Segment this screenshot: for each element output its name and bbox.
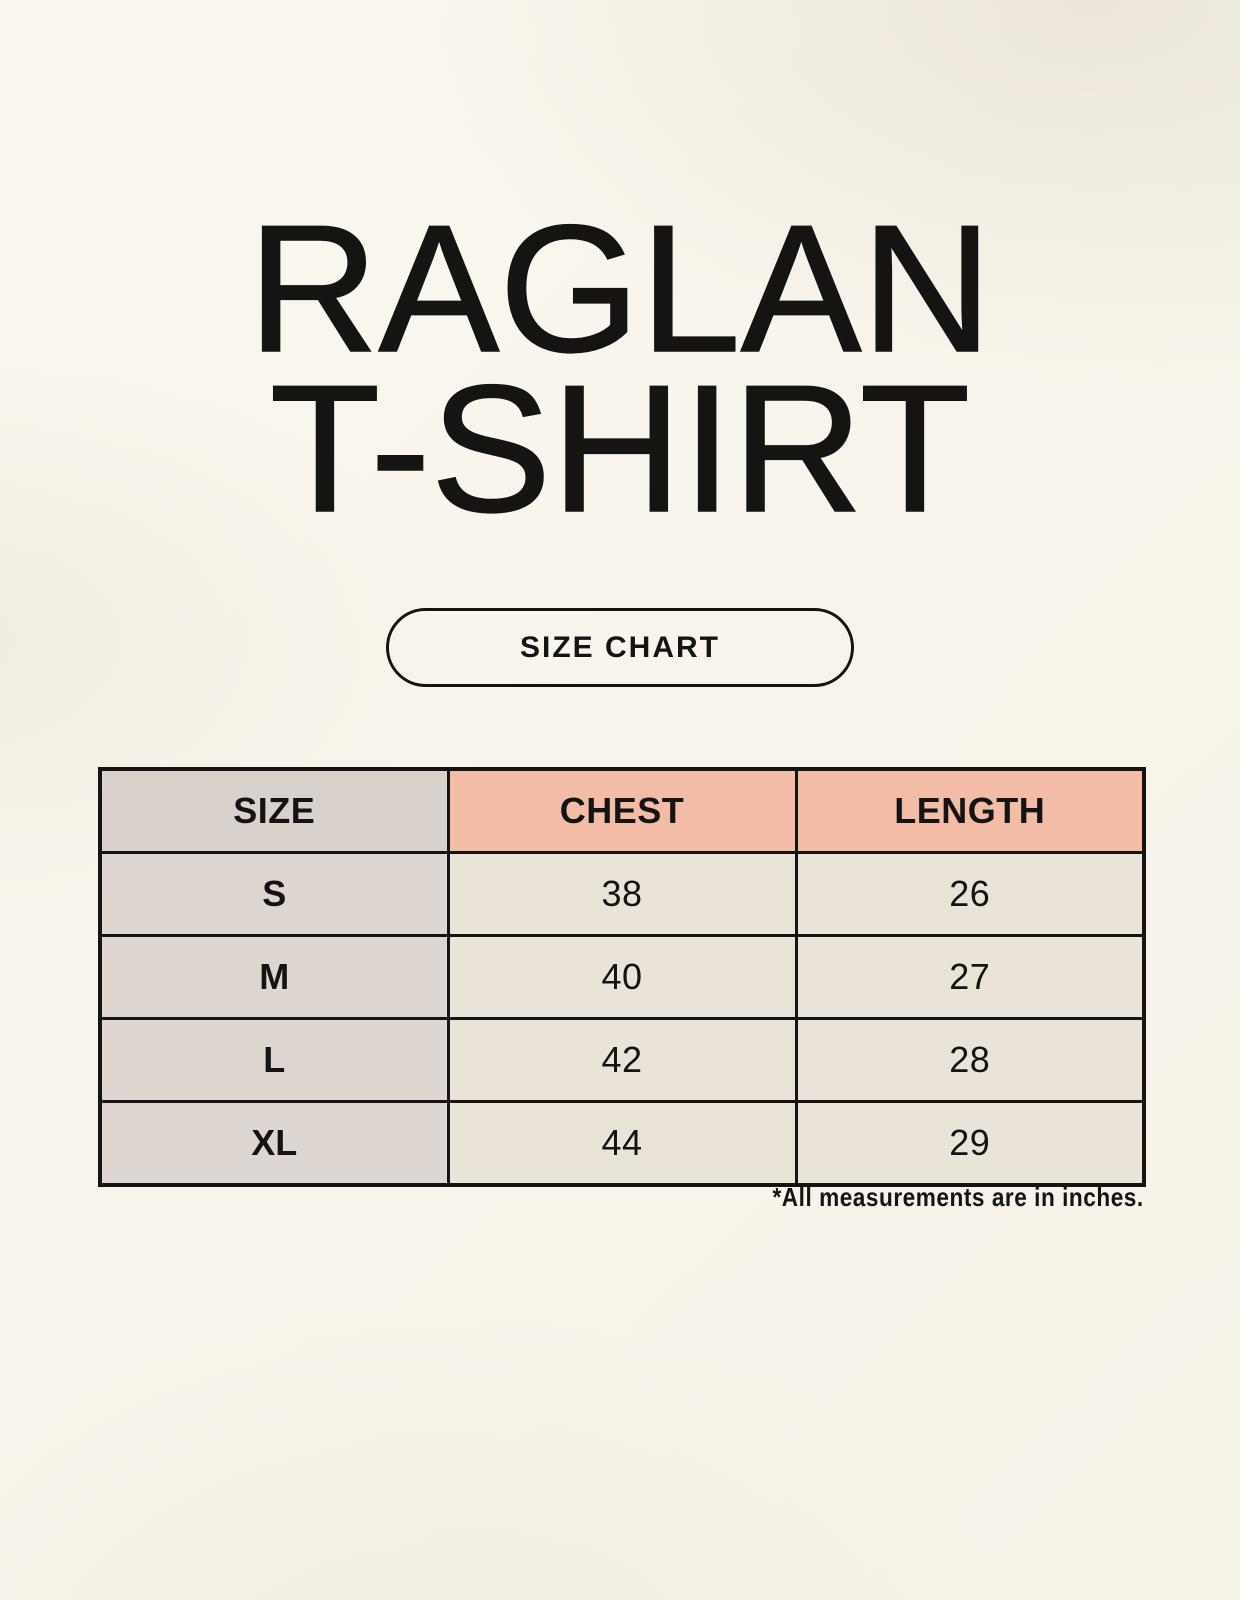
table-row: L 42 28 [98, 1017, 1146, 1103]
length-cell: 27 [794, 934, 1146, 1020]
column-header-chest: CHEST [446, 767, 798, 854]
length-cell: 29 [794, 1100, 1146, 1187]
chest-cell: 38 [446, 851, 798, 937]
table-header-row: SIZE CHEST LENGTH [98, 767, 1146, 854]
size-cell: XL [98, 1100, 450, 1187]
measurements-footnote: *All measurements are in inches. [772, 1182, 1144, 1212]
table-row: XL 44 29 [98, 1100, 1146, 1187]
size-cell: L [98, 1017, 450, 1103]
chest-cell: 44 [446, 1100, 798, 1187]
title-line-1: RAGLAN [247, 188, 993, 390]
size-cell: M [98, 934, 450, 1020]
title-line-2: T-SHIRT [269, 348, 971, 550]
length-cell: 28 [794, 1017, 1146, 1103]
column-header-length: LENGTH [794, 767, 1146, 854]
size-cell: S [98, 851, 450, 937]
size-chart-table: SIZE CHEST LENGTH S 38 26 M 40 27 L 42 2… [98, 767, 1146, 1187]
table-row: M 40 27 [98, 934, 1146, 1020]
table-row: S 38 26 [98, 851, 1146, 937]
page-title: RAGLAN T-SHIRT [0, 188, 1240, 550]
chest-cell: 42 [446, 1017, 798, 1103]
column-header-size: SIZE [98, 767, 450, 854]
chest-cell: 40 [446, 934, 798, 1020]
size-chart-button[interactable]: SIZE CHART [386, 608, 854, 687]
length-cell: 26 [794, 851, 1146, 937]
